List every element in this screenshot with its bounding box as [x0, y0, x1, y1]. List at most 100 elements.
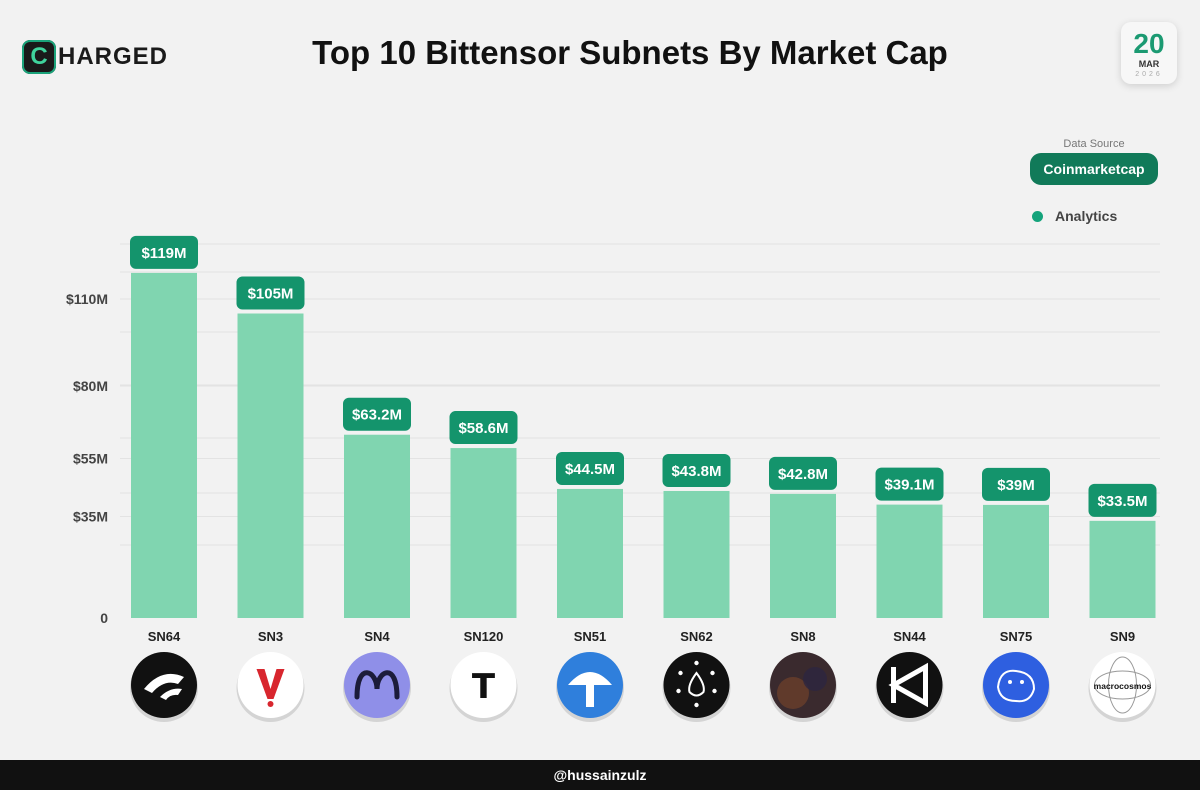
y-tick-label: $35M: [73, 509, 108, 525]
icon-dot: [1008, 680, 1012, 684]
x-tick-label: SN64: [148, 629, 181, 644]
icon-bg: [876, 652, 943, 718]
data-label: $42.8M: [778, 466, 828, 483]
icon-shape: [996, 669, 1036, 703]
data-label: $43.8M: [671, 463, 721, 480]
icon-bg: [131, 652, 197, 718]
icon-dot: [694, 702, 699, 708]
icon-dot: [712, 688, 717, 694]
brand-logo: C HARGED: [22, 40, 168, 74]
x-tick-label: SN51: [574, 629, 607, 644]
x-tick-label: SN120: [464, 629, 504, 644]
y-tick-label: 0: [100, 610, 108, 626]
bar-sn75: [983, 504, 1049, 618]
date-year: 2026: [1135, 71, 1163, 78]
chart-title: Top 10 Bittensor Subnets By Market Cap: [312, 34, 948, 71]
icon-shape: [803, 667, 827, 691]
icon-shape: [256, 669, 285, 699]
icon-bg: [983, 652, 1049, 718]
data-label-badge: [1088, 483, 1157, 517]
data-label: $39M: [997, 477, 1035, 494]
data-label-badge: [236, 276, 305, 310]
bar-sn3: [237, 313, 304, 618]
sn44-logo-icon: [875, 652, 944, 722]
y-tick-label: $55M: [73, 451, 108, 467]
bar-sn9: [1089, 520, 1156, 618]
icon-shape: [144, 673, 184, 693]
footer: @hussainzulz: [0, 760, 1200, 790]
date-month: MAR: [1138, 59, 1160, 69]
x-tick-label: SN44: [893, 629, 926, 644]
icon-bg: [1089, 652, 1156, 718]
data-label: $39.1M: [884, 477, 934, 494]
bar-sn4: [344, 434, 410, 618]
data-label: $63.2M: [352, 407, 402, 424]
bar-chart: 0 $35M $55M $80M $110M $119M SN64 $105M SN3 $63.2…: [66, 235, 1160, 722]
icon-wordmark: macrocosmos: [1094, 681, 1152, 691]
sn51-logo-icon: [556, 652, 624, 722]
data-label-badge: [449, 411, 518, 445]
data-label-badge: [769, 456, 837, 490]
y-tick-label: $80M: [73, 378, 108, 394]
icon-bg: [237, 652, 304, 718]
data-source-badge: Coinmarketcap: [1030, 153, 1158, 185]
sn8-logo-icon: [769, 652, 837, 722]
sn75-logo-icon: [982, 652, 1050, 722]
data-label: $105M: [248, 286, 294, 303]
data-label: $33.5M: [1097, 493, 1147, 510]
bar-sn62: [663, 490, 730, 618]
legend-label: Analytics: [1055, 208, 1118, 224]
date-day: 20: [1133, 28, 1165, 59]
data-label-badge: [662, 453, 731, 487]
sn120-logo-icon: T: [449, 652, 518, 722]
icon-shape: [586, 685, 594, 707]
x-tick-label: SN75: [1000, 629, 1033, 644]
data-label-badge: [130, 235, 198, 269]
data-label: $119M: [141, 245, 186, 262]
data-label-badge: [982, 467, 1050, 501]
x-tick-label: SN9: [1110, 629, 1135, 644]
data-label-badge: [556, 451, 624, 485]
icon-shape: [267, 701, 274, 707]
icon-dot: [710, 670, 715, 676]
icon-shape: [1108, 656, 1137, 714]
data-label-badge: [875, 467, 944, 501]
bar-sn51: [557, 488, 623, 618]
icon-bg: [450, 652, 517, 718]
y-tick-label: $110M: [66, 291, 108, 307]
icon-shape: [568, 672, 612, 685]
icon-dot: [676, 688, 681, 694]
sn64-logo-icon: [130, 652, 198, 722]
icon-shape: [777, 677, 809, 709]
logo-c-icon: C: [22, 40, 56, 74]
icon-shape: [688, 671, 705, 697]
icon-shape: [1094, 670, 1151, 700]
legend-dot-icon: [1032, 210, 1043, 222]
footer-handle: @hussainzulz: [553, 767, 647, 783]
x-tick-label: SN62: [680, 629, 713, 644]
bar-sn64: [131, 272, 197, 618]
icon-dot: [678, 670, 683, 676]
icon-dot: [694, 660, 699, 666]
icon-letter: T: [472, 667, 496, 707]
icon-shape: [888, 662, 928, 708]
data-label: $58.6M: [458, 420, 508, 437]
bar-sn8: [770, 493, 836, 618]
icon-shape: [354, 670, 400, 700]
icon-dot: [1020, 680, 1024, 684]
sn9-macrocosmos-logo-icon: macrocosmos: [1088, 652, 1157, 722]
x-tick-label: SN3: [258, 629, 283, 644]
data-source-label: Data Source: [1063, 138, 1125, 150]
date-card: 20 MAR 2026: [1121, 22, 1177, 84]
icon-bg: [663, 652, 730, 718]
data-label: $44.5M: [565, 461, 615, 478]
bar-sn44: [876, 504, 943, 618]
legend: Analytics: [1032, 208, 1117, 224]
x-tick-label: SN4: [364, 629, 390, 644]
sn62-logo-icon: [662, 652, 731, 722]
x-tick-label: SN8: [790, 629, 815, 644]
icon-shape: [160, 688, 182, 700]
bar-sn120: [450, 448, 517, 618]
data-label-badge: [343, 397, 411, 431]
sn4-logo-icon: [343, 652, 411, 722]
